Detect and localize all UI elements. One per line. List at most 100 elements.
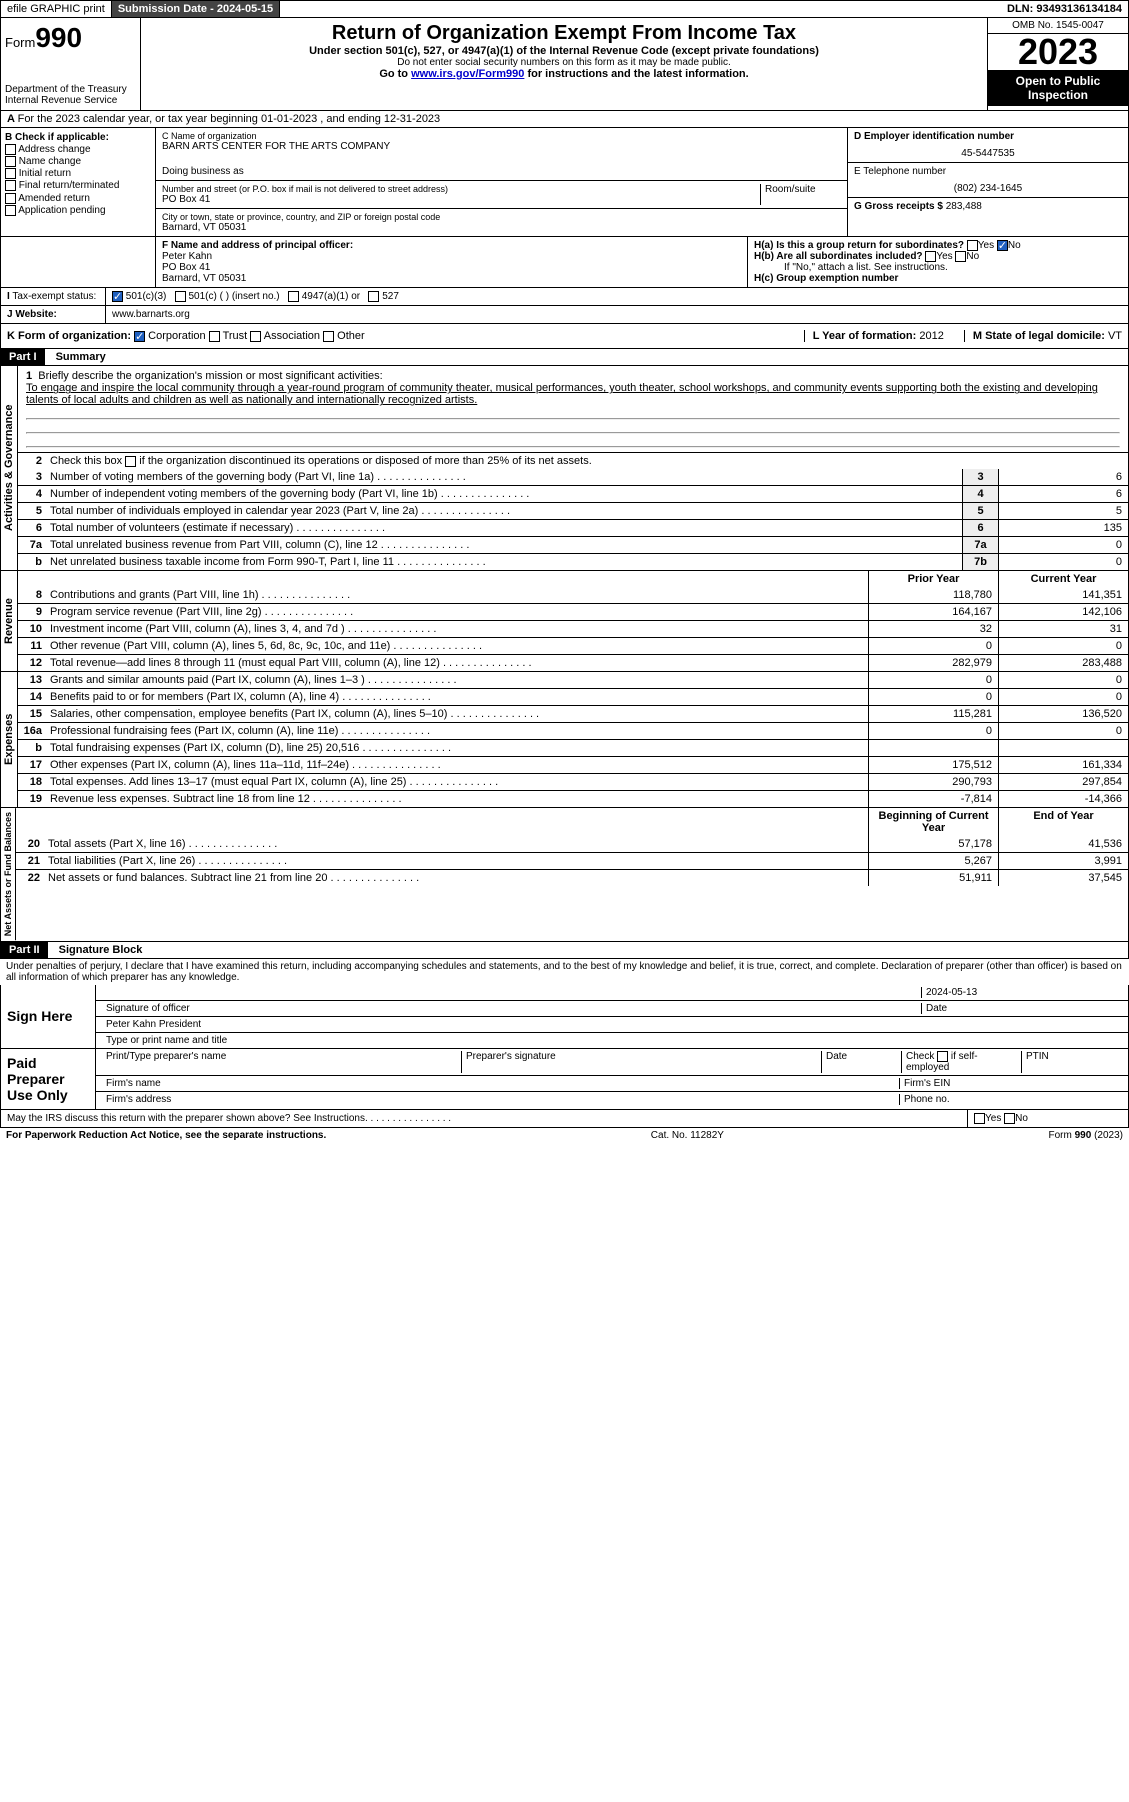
part1-exp: Expenses 13Grants and similar amounts pa… bbox=[0, 672, 1129, 808]
page-footer: For Paperwork Reduction Act Notice, see … bbox=[0, 1128, 1129, 1143]
officer-sig-name: Peter Kahn President bbox=[102, 1019, 1122, 1030]
self-employed: Check if self-employed bbox=[902, 1051, 1022, 1073]
chk-pending[interactable]: Application pending bbox=[5, 205, 151, 216]
row-11: 11Other revenue (Part VIII, column (A), … bbox=[18, 637, 1128, 654]
org-name: BARN ARTS CENTER FOR THE ARTS COMPANY bbox=[162, 141, 841, 152]
row-13: 13Grants and similar amounts paid (Part … bbox=[18, 672, 1128, 688]
part1-gov: Activities & Governance 1 Briefly descri… bbox=[0, 366, 1129, 571]
section-a: A For the 2023 calendar year, or tax yea… bbox=[0, 111, 1129, 128]
form-990-number: 990 bbox=[35, 22, 82, 53]
ha-no[interactable] bbox=[997, 240, 1008, 251]
col-b-checkboxes: B Check if applicable: Address change Na… bbox=[1, 128, 156, 236]
firm-phone-label: Phone no. bbox=[900, 1094, 1122, 1105]
phone-label: E Telephone number bbox=[854, 166, 1122, 177]
chk-corp[interactable] bbox=[134, 331, 145, 342]
part2-header: Part II Signature Block bbox=[0, 942, 1129, 959]
row-7a: 7aTotal unrelated business revenue from … bbox=[18, 536, 1128, 553]
chk-amended[interactable]: Amended return bbox=[5, 193, 151, 204]
hb-label: H(b) Are all subordinates included? bbox=[754, 251, 923, 262]
gross-label: G Gross receipts $ bbox=[854, 201, 943, 212]
efile-label[interactable]: efile GRAPHIC print bbox=[1, 1, 112, 17]
section-bcd: B Check if applicable: Address change Na… bbox=[0, 128, 1129, 237]
phone-value: (802) 234-1645 bbox=[854, 183, 1122, 194]
row-20: 20Total assets (Part X, line 16)57,17841… bbox=[16, 836, 1128, 852]
ha-yes[interactable] bbox=[967, 240, 978, 251]
sig-officer-label: Signature of officer bbox=[102, 1003, 922, 1014]
hb-no[interactable] bbox=[955, 251, 966, 262]
type-name-label: Type or print name and title bbox=[102, 1035, 1122, 1046]
officer-addr1: PO Box 41 bbox=[162, 262, 210, 273]
hc-label: H(c) Group exemption number bbox=[754, 273, 898, 284]
officer-name: Peter Kahn bbox=[162, 251, 212, 262]
col-c-org-info: C Name of organization BARN ARTS CENTER … bbox=[156, 128, 848, 236]
discuss-yes[interactable] bbox=[974, 1113, 985, 1124]
row-klm: K Form of organization: Corporation Trus… bbox=[0, 324, 1129, 349]
room-label: Room/suite bbox=[761, 184, 841, 205]
tab-revenue: Revenue bbox=[1, 571, 18, 671]
addr-label: Number and street (or P.O. box if mail i… bbox=[162, 184, 760, 194]
row-i-j: I Tax-exempt status: 501(c)(3) 501(c) ( … bbox=[0, 288, 1129, 306]
form-org-label: K Form of organization: bbox=[7, 330, 131, 342]
footer-form: Form 990 (2023) bbox=[1049, 1130, 1123, 1141]
chk-name-change[interactable]: Name change bbox=[5, 156, 151, 167]
irs-link[interactable]: www.irs.gov/Form990 bbox=[411, 68, 524, 80]
subtitle: Under section 501(c), 527, or 4947(a)(1)… bbox=[149, 45, 979, 57]
prep-date-label: Date bbox=[822, 1051, 902, 1073]
sig-date: 2024-05-13 bbox=[922, 987, 1122, 998]
domicile-label: M State of legal domicile: bbox=[973, 330, 1105, 342]
row-b: bTotal fundraising expenses (Part IX, co… bbox=[18, 739, 1128, 756]
row-9: 9Program service revenue (Part VIII, lin… bbox=[18, 603, 1128, 620]
hb-yes[interactable] bbox=[925, 251, 936, 262]
year-formation-label: L Year of formation: bbox=[813, 330, 917, 342]
row-6: 6Total number of volunteers (estimate if… bbox=[18, 519, 1128, 536]
row-22: 22Net assets or fund balances. Subtract … bbox=[16, 869, 1128, 886]
form-label: Form bbox=[5, 35, 35, 50]
chk-other[interactable] bbox=[323, 331, 334, 342]
gross-receipts: 283,488 bbox=[946, 201, 982, 212]
org-address: PO Box 41 bbox=[162, 194, 760, 205]
chk-trust[interactable] bbox=[209, 331, 220, 342]
chk-address[interactable]: Address change bbox=[5, 144, 151, 155]
row-12: 12Total revenue—add lines 8 through 11 (… bbox=[18, 654, 1128, 671]
ssn-note: Do not enter social security numbers on … bbox=[149, 57, 979, 68]
chk-assoc[interactable] bbox=[250, 331, 261, 342]
mission-label: Briefly describe the organization's miss… bbox=[38, 370, 382, 382]
discuss-row: May the IRS discuss this return with the… bbox=[0, 1110, 1129, 1128]
chk-self-employed[interactable] bbox=[937, 1051, 948, 1062]
prep-name-label: Print/Type preparer's name bbox=[102, 1051, 462, 1073]
chk-initial[interactable]: Initial return bbox=[5, 168, 151, 179]
chk-final[interactable]: Final return/terminated bbox=[5, 180, 151, 191]
ha-label: H(a) Is this a group return for subordin… bbox=[754, 240, 964, 251]
part1-rev: Revenue Prior YearCurrent Year 8Contribu… bbox=[0, 571, 1129, 672]
row-19: 19Revenue less expenses. Subtract line 1… bbox=[18, 790, 1128, 807]
footer-pra: For Paperwork Reduction Act Notice, see … bbox=[6, 1130, 326, 1141]
domicile: VT bbox=[1108, 330, 1122, 342]
row-18: 18Total expenses. Add lines 13–17 (must … bbox=[18, 773, 1128, 790]
paid-preparer-label: Paid Preparer Use Only bbox=[1, 1049, 96, 1109]
year-formation: 2012 bbox=[919, 330, 943, 342]
part1-title: Summary bbox=[48, 349, 114, 365]
row-17: 17Other expenses (Part IX, column (A), l… bbox=[18, 756, 1128, 773]
irs-label: Internal Revenue Service bbox=[5, 95, 136, 106]
ptin-label: PTIN bbox=[1022, 1051, 1122, 1073]
chk-527[interactable] bbox=[368, 291, 379, 302]
row-8: 8Contributions and grants (Part VIII, li… bbox=[18, 587, 1128, 603]
year-box: OMB No. 1545-0047 2023 Open to Public In… bbox=[988, 18, 1128, 110]
tab-expenses: Expenses bbox=[1, 672, 18, 807]
row-16a: 16aProfessional fundraising fees (Part I… bbox=[18, 722, 1128, 739]
form-number-box: Form990 Department of the Treasury Inter… bbox=[1, 18, 141, 110]
form-header: Form990 Department of the Treasury Inter… bbox=[0, 18, 1129, 111]
tab-net-assets: Net Assets or Fund Balances bbox=[1, 808, 16, 940]
discuss-no[interactable] bbox=[1004, 1113, 1015, 1124]
title-box: Return of Organization Exempt From Incom… bbox=[141, 18, 988, 110]
row-4: 4Number of independent voting members of… bbox=[18, 485, 1128, 502]
hdr-current: Current Year bbox=[998, 571, 1128, 587]
chk-501c[interactable] bbox=[175, 291, 186, 302]
row-10: 10Investment income (Part VIII, column (… bbox=[18, 620, 1128, 637]
firm-name-label: Firm's name bbox=[102, 1078, 900, 1089]
row-15: 15Salaries, other compensation, employee… bbox=[18, 705, 1128, 722]
row-j: J Website: www.barnarts.org bbox=[0, 306, 1129, 324]
chk-4947[interactable] bbox=[288, 291, 299, 302]
chk-501c3[interactable] bbox=[112, 291, 123, 302]
chk-discontinued[interactable] bbox=[125, 456, 136, 467]
